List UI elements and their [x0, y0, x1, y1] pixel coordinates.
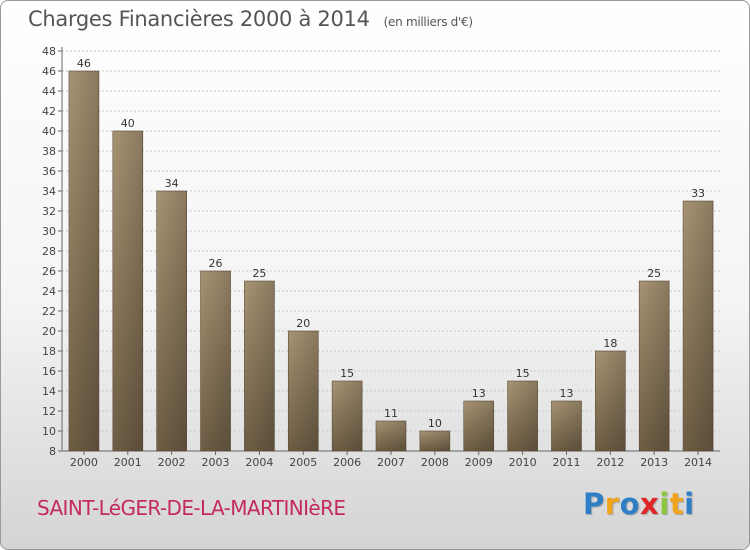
- bar-group: 15: [507, 367, 538, 452]
- bar-value-label: 18: [603, 337, 617, 350]
- bar-group: 13: [551, 387, 582, 452]
- y-tick-label: 22: [42, 305, 56, 318]
- chart-title-text: Charges Financières 2000 à 2014: [28, 7, 370, 31]
- bar-shade: [244, 281, 275, 451]
- x-tick-label: 2009: [465, 456, 493, 469]
- y-tick-label: 36: [42, 165, 56, 178]
- bar-value-label: 15: [516, 367, 530, 380]
- bar-shade: [156, 191, 187, 451]
- bar-value-label: 13: [472, 387, 486, 400]
- x-tick-label: 2000: [70, 456, 98, 469]
- bar-group: 25: [638, 267, 670, 452]
- y-tick-labels: 8 10 12 14 16 18 20 22 24 26 28 30 32 34 36 38 40 42 44 46 4…: [42, 45, 56, 458]
- town-name: SAINT-LéGER-DE-LA-MARTINIèRE: [37, 496, 346, 520]
- bar-value-label: 15: [340, 367, 354, 380]
- chart-subtitle: (en milliers d'€): [383, 15, 473, 29]
- y-tick-label: 8: [49, 445, 56, 458]
- bar-shade: [419, 431, 450, 451]
- bar-value-label: 13: [559, 387, 573, 400]
- bar-value-label: 10: [428, 417, 442, 430]
- logo-letter: x: [640, 487, 660, 521]
- y-tick-label: 16: [42, 365, 56, 378]
- bar-value-label: 40: [121, 117, 135, 130]
- bar-value-label: 25: [647, 267, 661, 280]
- y-tick-label: 12: [42, 405, 56, 418]
- bar-shade: [551, 401, 582, 451]
- bar-shade: [112, 131, 143, 451]
- bar-group: 18: [595, 337, 626, 452]
- bar-group: 13: [463, 387, 495, 452]
- x-tick-label: 2003: [202, 456, 230, 469]
- x-tick-label: 2011: [552, 456, 580, 469]
- x-tick-label: 2008: [421, 456, 449, 469]
- bar-value-label: 46: [77, 57, 91, 70]
- y-tick-label: 20: [42, 325, 56, 338]
- bar-group: 10: [419, 417, 451, 452]
- y-tick-label: 44: [42, 85, 56, 98]
- bar-group: 46: [68, 57, 100, 452]
- bar-shade: [376, 421, 406, 451]
- bar-shade: [507, 381, 538, 451]
- x-tick-label: 2004: [245, 456, 273, 469]
- logo-letter: i: [684, 487, 695, 521]
- bar-value-label: 34: [165, 177, 179, 190]
- bar-shade: [68, 71, 99, 451]
- logo-letter: t: [669, 487, 685, 521]
- proxiti-logo: Proxiti: [583, 487, 695, 521]
- y-tick-label: 34: [42, 185, 56, 198]
- x-tick-label: 2007: [377, 456, 405, 469]
- bar-value-label: 20: [296, 317, 310, 330]
- x-tick-label: 2006: [333, 456, 361, 469]
- y-tick-label: 42: [42, 105, 56, 118]
- y-tick-label: 10: [42, 425, 56, 438]
- x-tick-label: 2012: [596, 456, 624, 469]
- y-tick-label: 18: [42, 345, 56, 358]
- y-tick-label: 40: [42, 125, 56, 138]
- logo-letter: i: [659, 487, 670, 521]
- bar-group: 25: [244, 267, 275, 452]
- bar-value-label: 33: [691, 187, 705, 200]
- x-tick-label: 2002: [158, 456, 186, 469]
- y-tick-label: 28: [42, 245, 56, 258]
- chart-title: Charges Financières 2000 à 2014 (en milli…: [28, 7, 473, 31]
- x-tick-label: 2010: [509, 456, 537, 469]
- bar-group: 11: [375, 407, 407, 452]
- x-tick-label: 2013: [640, 456, 668, 469]
- bar-value-label: 11: [384, 407, 398, 420]
- bar-group: 34: [156, 177, 187, 452]
- y-tick-label: 30: [42, 225, 56, 238]
- y-tick-label: 32: [42, 205, 56, 218]
- bar-shade: [463, 401, 494, 451]
- logo-letter: o: [619, 487, 641, 521]
- bar-group: 40: [112, 117, 144, 452]
- bar-shade: [200, 271, 231, 451]
- bar-value-label: 26: [209, 257, 223, 270]
- y-tick-label: 26: [42, 265, 56, 278]
- y-tick-label: 38: [42, 145, 56, 158]
- bars: 46 40 34 26 25 20 15 11 10 13 15 13 18 25 33: [68, 57, 714, 452]
- bar-shade: [683, 201, 714, 451]
- y-tick-label: 14: [42, 385, 56, 398]
- bar-group: 33: [682, 187, 714, 452]
- y-tick-label: 24: [42, 285, 56, 298]
- bar-shade: [639, 281, 670, 451]
- bar-group: 15: [331, 367, 363, 452]
- bar-shade: [595, 351, 626, 451]
- bar-shade: [288, 331, 319, 451]
- y-tick-label: 48: [42, 45, 56, 58]
- x-tick-labels: 2000 2001 2002 2003 2004 2005 2006 2007 2008 2009…: [70, 451, 712, 469]
- bar-group: 20: [287, 317, 319, 452]
- bar-group: 26: [200, 257, 231, 452]
- x-tick-label: 2014: [684, 456, 712, 469]
- logo-letter: P: [583, 487, 605, 521]
- x-tick-label: 2001: [114, 456, 142, 469]
- bar-value-label: 25: [252, 267, 266, 280]
- x-tick-label: 2005: [289, 456, 317, 469]
- bar-shade: [332, 381, 363, 451]
- logo-letter: r: [604, 487, 620, 521]
- y-tick-label: 46: [42, 65, 56, 78]
